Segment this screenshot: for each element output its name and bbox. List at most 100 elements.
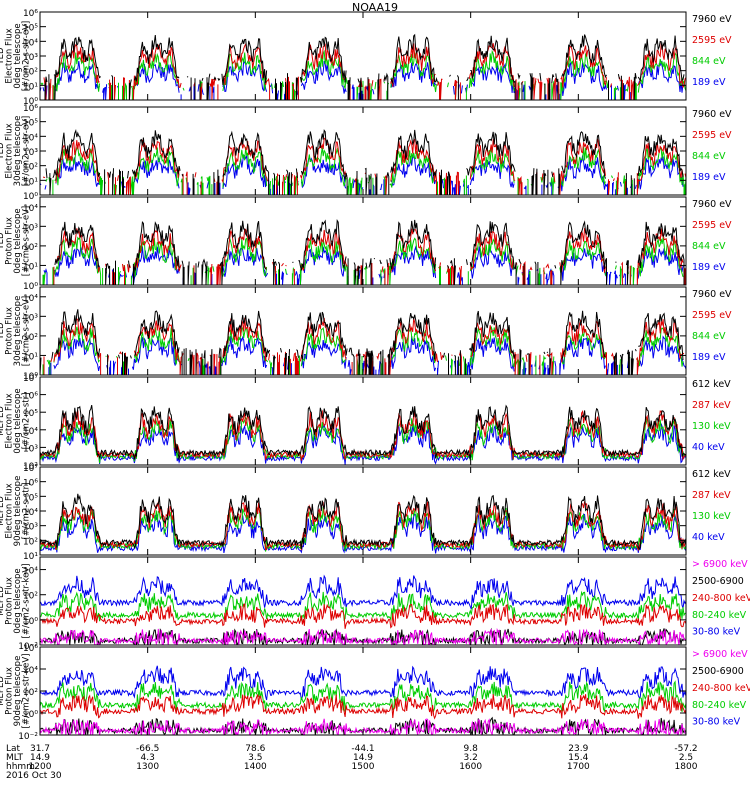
series-1-line	[45, 128, 684, 195]
y-tick-label: 10⁵	[23, 409, 38, 419]
series-4-line	[40, 680, 686, 713]
series-5-line	[40, 574, 686, 610]
x-tick-lat: 78.6	[245, 744, 265, 754]
y-axis-label-line: TED	[0, 322, 6, 341]
series-5-line	[40, 665, 686, 701]
legend-entry: 189 eV	[692, 262, 726, 273]
y-tick-label: 10²	[23, 592, 38, 602]
legend-entry: > 6900 keV	[692, 559, 748, 570]
y-tick-label: 10⁶	[23, 392, 38, 402]
legend-entry: 844 eV	[692, 56, 726, 67]
y-tick-label: 10⁶	[23, 479, 38, 489]
y-axis-label-line: Proton Flux	[5, 217, 15, 265]
series-3-line	[40, 603, 686, 629]
legend-entry: 30-80 keV	[692, 627, 741, 638]
y-tick-label: 10⁰	[23, 617, 38, 627]
x-tick-hhmm: 1700	[567, 762, 590, 772]
y-axis-label-line: Electron Flux	[5, 123, 15, 178]
y-axis-label-line: Electron Flux	[5, 483, 15, 538]
legend-entry: 240-800 keV	[692, 593, 750, 604]
legend-entry: 189 eV	[692, 172, 726, 183]
y-tick-label: 10¹	[23, 82, 38, 92]
x-tick-hhmm: 1200	[29, 762, 52, 772]
y-tick-label: 10⁰	[23, 282, 38, 292]
x-row-label: 2016 Oct 30	[6, 771, 62, 781]
x-row-label: MLT	[6, 753, 24, 763]
y-axis-label-line: MEPED	[0, 586, 6, 616]
x-row-label: hhmm	[6, 762, 35, 772]
y-tick-label: 10¹	[23, 552, 38, 562]
legend-entry: 240-800 keV	[692, 683, 750, 694]
legend-entry: > 6900 keV	[692, 649, 748, 660]
legend-entry: 7960 eV	[692, 109, 732, 120]
y-axis-label-line: [#/cm2-s-str]	[22, 393, 32, 450]
y-tick-label: 10¹	[23, 177, 38, 187]
y-tick-label: 10⁶	[23, 644, 38, 654]
x-tick-mlt: 14.9	[353, 753, 373, 763]
series-3-line	[40, 49, 686, 100]
legend-entry: 30-80 keV	[692, 717, 741, 728]
legend-entry: 189 eV	[692, 352, 726, 363]
y-axis-label-line: 30deg telescope	[13, 296, 23, 367]
y-tick-label: 10⁶	[23, 104, 38, 114]
y-axis-label-line: MEPED	[0, 676, 6, 706]
x-tick-hhmm: 1500	[352, 762, 375, 772]
y-axis-label-line: 0deg telescope	[13, 23, 23, 88]
plot-area	[40, 493, 686, 554]
plot-area	[40, 128, 686, 195]
x-tick-lat: 9.8	[464, 744, 479, 754]
y-axis-label-line: Proton Flux	[5, 577, 15, 625]
x-tick-lat: -66.5	[136, 744, 159, 754]
x-tick-mlt: 4.3	[141, 753, 155, 763]
y-axis-label-line: [#/cm2-s-str]	[22, 483, 32, 540]
y-tick-label: 10³	[23, 444, 38, 454]
y-tick-label: 10²	[23, 462, 38, 472]
series-2-line	[40, 409, 686, 461]
legend-entry: 844 eV	[692, 151, 726, 162]
legend-entry: 80-240 keV	[692, 610, 747, 621]
y-tick-label: 10⁵	[23, 24, 38, 34]
y-axis-label-line: [#/cm2-s-str-eV]	[22, 116, 32, 186]
y-tick-label: 10³	[23, 53, 38, 63]
x-tick-lat: 23.9	[568, 744, 588, 754]
x-tick-hhmm: 1600	[459, 762, 482, 772]
y-tick-label: 10⁵	[23, 119, 38, 129]
y-tick-label: 10⁰	[23, 192, 38, 202]
legend-entry: 844 eV	[692, 331, 726, 342]
x-tick-mlt: 14.9	[30, 753, 50, 763]
y-tick-label: 10⁴	[23, 294, 38, 304]
y-tick-label: 10⁰	[23, 372, 38, 382]
x-tick-mlt: 2.5	[679, 753, 693, 763]
y-tick-label: 10⁵	[23, 493, 38, 503]
y-tick-label: 10²	[23, 163, 38, 173]
plot-area	[43, 219, 686, 285]
y-axis-label-line: 90deg telescope	[13, 476, 23, 547]
y-tick-label: 10⁶	[23, 9, 38, 19]
y-axis-label-line: [#/cm2-s-str-eV]	[22, 21, 32, 91]
y-tick-label: 10⁴	[23, 204, 38, 214]
legend-entry: 2595 eV	[692, 130, 732, 141]
x-tick-lat: 31.7	[30, 744, 50, 754]
y-tick-label: 10⁴	[23, 427, 38, 437]
legend-entry: 844 eV	[692, 241, 726, 252]
series-2-line	[42, 137, 686, 195]
y-tick-label: 10⁷	[23, 374, 38, 384]
y-axis-label-line: 0deg telescope	[13, 388, 23, 453]
y-tick-label: 10⁻²	[18, 732, 38, 742]
x-tick-mlt: 3.5	[248, 753, 262, 763]
legend-entry: 130 keV	[692, 511, 731, 522]
x-tick-mlt: 3.2	[464, 753, 478, 763]
series-1-line	[54, 219, 685, 285]
legend-entry: 7960 eV	[692, 14, 732, 25]
y-axis-label-line: TED	[0, 232, 6, 251]
